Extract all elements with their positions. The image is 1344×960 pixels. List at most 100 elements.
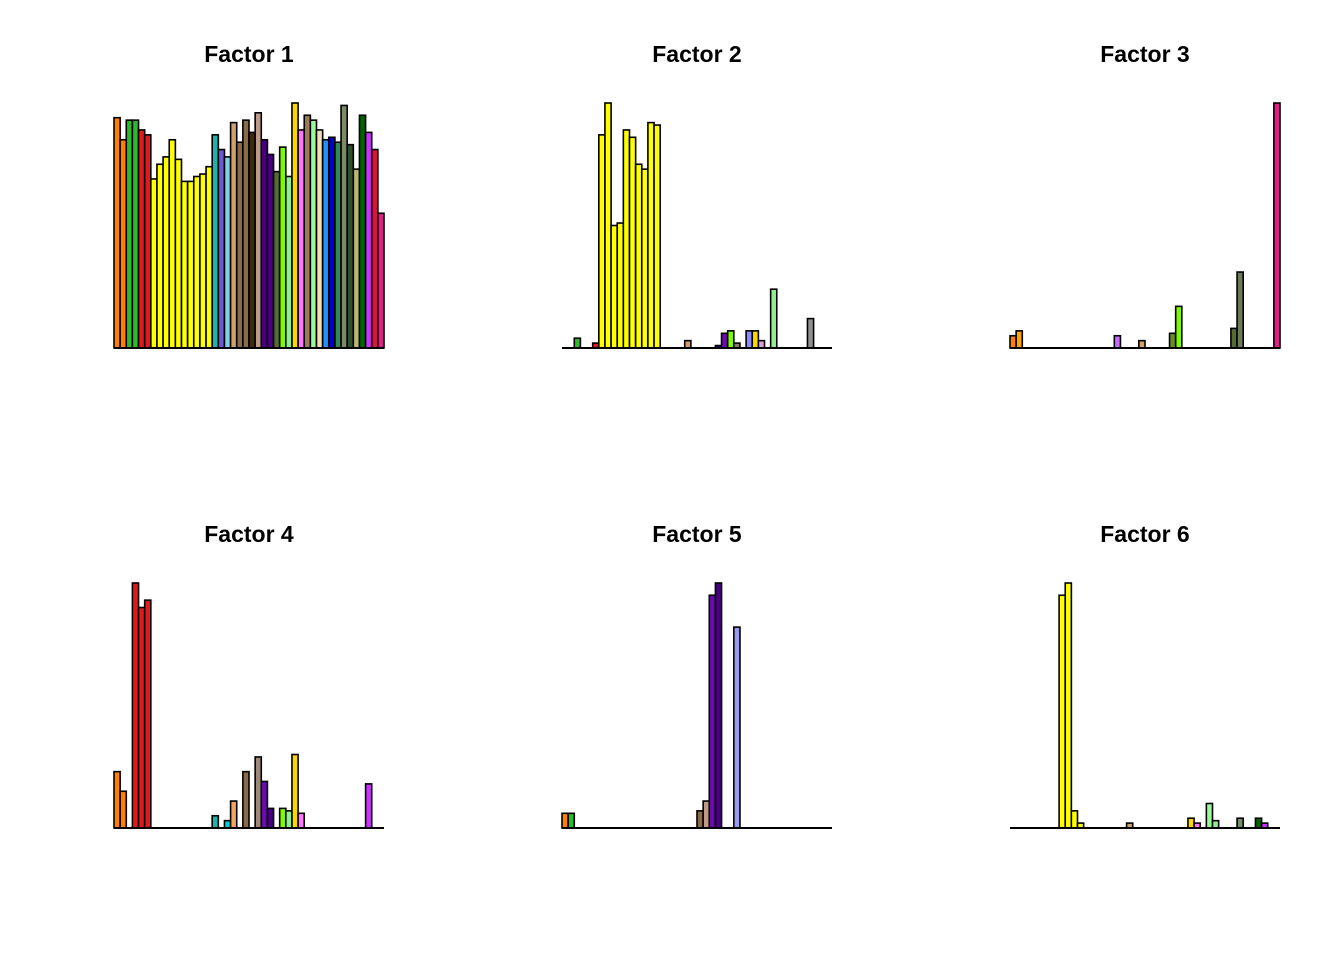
bar-2 [119, 138, 128, 349]
bar-31 [297, 129, 306, 349]
bar-6 [143, 599, 152, 829]
bar-34 [1211, 819, 1220, 829]
bar-23 [248, 131, 256, 349]
bar-27 [272, 170, 281, 349]
bar-35 [769, 288, 778, 349]
bar-14 [192, 175, 201, 349]
bar-39 [346, 143, 355, 349]
bar-24 [254, 112, 263, 349]
bar-21 [683, 339, 692, 349]
bar-30 [291, 102, 299, 349]
bar-34 [315, 129, 324, 349]
bar-42 [364, 131, 373, 349]
bar-11 [174, 158, 183, 349]
bar-16 [653, 124, 661, 349]
panel-factor-4: Factor 4 [113, 521, 384, 829]
bars [573, 102, 815, 349]
panel-factor-5: Factor 5 [561, 521, 832, 829]
bar-29 [285, 175, 293, 349]
bar-32 [303, 114, 312, 349]
bar-26 [266, 807, 275, 829]
bar-31 [297, 812, 306, 829]
bar-10 [1064, 582, 1073, 829]
panel-title: Factor 6 [1100, 521, 1189, 547]
bar-22 [1138, 339, 1146, 349]
bar-15 [199, 173, 207, 349]
bar-31 [745, 330, 754, 349]
bar-20 [229, 121, 238, 349]
bar-42 [364, 783, 373, 829]
panel-title: Factor 5 [652, 521, 742, 547]
bar-26 [714, 582, 723, 829]
bar-29 [285, 810, 293, 829]
bar-30 [1187, 817, 1195, 829]
bar-44 [1273, 102, 1281, 349]
bar-16 [205, 165, 213, 349]
bar-28 [278, 146, 287, 349]
bar-38 [1236, 817, 1244, 829]
bar-1 [561, 812, 569, 829]
bar-38 [1236, 271, 1244, 349]
bar-17 [211, 814, 220, 829]
bar-6 [143, 134, 152, 349]
bar-41 [806, 317, 815, 349]
bar-2 [567, 812, 576, 829]
panel-title: Factor 2 [652, 41, 741, 67]
bar-11 [622, 129, 631, 349]
panel-factor-2: Factor 2 [562, 41, 832, 349]
bar-24 [254, 756, 263, 829]
bar-10 [616, 222, 625, 349]
panel-title: Factor 3 [1100, 41, 1189, 67]
bar-33 [1205, 802, 1214, 829]
bar-8 [604, 102, 612, 349]
bar-27 [720, 332, 729, 349]
bar-13 [186, 180, 195, 349]
bar-23 [696, 810, 704, 829]
bar-18 [217, 148, 226, 349]
bar-24 [702, 800, 711, 829]
panel-factor-6: Factor 6 [1010, 521, 1280, 829]
bar-30 [291, 753, 299, 829]
panel-factor-3: Factor 3 [1009, 41, 1281, 349]
bar-28 [1174, 305, 1183, 349]
bar-18 [1113, 334, 1122, 349]
bar-26 [266, 153, 275, 349]
bar-22 [242, 119, 250, 349]
bar-13 [634, 163, 643, 349]
bar-35 [321, 138, 330, 349]
bar-7 [598, 134, 606, 349]
bar-25 [260, 780, 269, 829]
bar-40 [352, 168, 361, 349]
bar-4 [131, 582, 140, 829]
bars [113, 582, 373, 829]
bar-2 [1015, 330, 1024, 349]
bar-9 [162, 156, 171, 349]
bar-12 [180, 180, 189, 349]
bar-41 [358, 114, 367, 349]
bar-25 [708, 594, 717, 829]
bar-43 [370, 148, 379, 349]
bar-41 [1254, 817, 1263, 829]
bar-32 [751, 330, 760, 349]
panel-factor-1: Factor 1 [113, 41, 385, 349]
bar-4 [131, 119, 140, 349]
bar-37 [334, 141, 342, 349]
bar-10 [168, 138, 177, 349]
bar-1 [113, 116, 121, 349]
bar-25 [260, 138, 269, 349]
bar-28 [278, 807, 287, 829]
bar-8 [156, 163, 164, 349]
bar-3 [125, 119, 134, 349]
bar-33 [757, 339, 766, 349]
bar-19 [223, 819, 232, 829]
bar-28 [726, 330, 735, 349]
bar-5 [137, 129, 146, 349]
bar-33 [309, 119, 318, 349]
bar-11 [1070, 810, 1079, 829]
bar-17 [211, 134, 220, 349]
panel-title: Factor 1 [204, 41, 294, 67]
bar-38 [340, 104, 348, 349]
bar-37 [1230, 327, 1238, 349]
